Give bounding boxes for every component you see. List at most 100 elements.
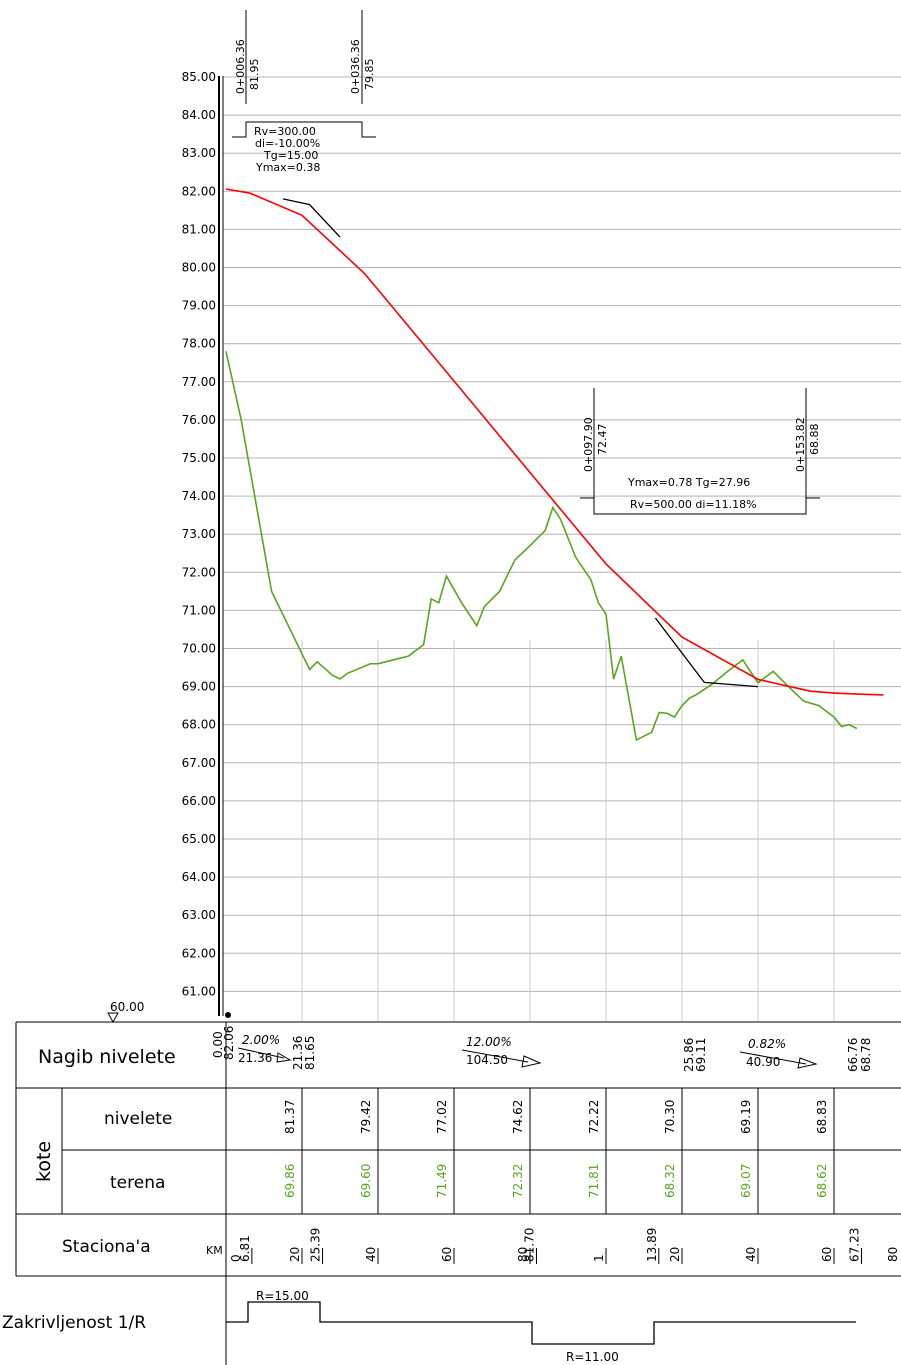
origin-dot [225, 1012, 231, 1018]
grade-line [225, 188, 884, 696]
station-mark: 25.39 [308, 1228, 322, 1262]
y-tick-label: 80.00 [182, 261, 216, 275]
terena-value: 68.32 [663, 1164, 677, 1198]
datum-label: 60.00 [110, 1000, 144, 1014]
pvi1-station: 0+006.36 [234, 39, 247, 94]
station-mark: 40 [364, 1247, 378, 1262]
y-tick-label: 65.00 [182, 832, 216, 846]
terena-value: 71.49 [435, 1164, 449, 1198]
nivelete-value: 70.30 [663, 1100, 677, 1134]
terena-value: 68.62 [815, 1164, 829, 1198]
table-cell-dividers [301, 1088, 835, 1214]
curve1-rv: Rv=300.00 [254, 125, 316, 138]
nagib-start-a: 0.00 [211, 1031, 225, 1058]
y-tick-label: 83.00 [182, 146, 216, 160]
nagib-end-a: 66.76 [846, 1038, 860, 1072]
y-tick-label: 85.00 [182, 70, 216, 84]
y-tick-label: 71.00 [182, 603, 216, 617]
row-label-kote: kote [33, 1141, 55, 1182]
nagib-pvi2-b: 69.11 [694, 1038, 708, 1072]
station-mark: 60 [820, 1247, 834, 1262]
curvature-line [226, 1301, 856, 1345]
row-label-terena: terena [110, 1173, 165, 1193]
nagib-pvi1-a: 21.36 [291, 1036, 305, 1070]
curve1-tg: Tg=15.00 [263, 149, 318, 162]
station-mark: 40 [744, 1247, 758, 1262]
nivelete-value: 72.22 [587, 1100, 601, 1134]
nagib-pvi1-b: 81.65 [303, 1036, 317, 1070]
grade2-arrow [461, 1049, 529, 1063]
y-tick-label: 68.00 [182, 718, 216, 732]
nagib-pvi2-a: 25.86 [682, 1038, 696, 1072]
terena-value: 69.07 [739, 1164, 753, 1198]
y-tick-label: 67.00 [182, 756, 216, 770]
datum-triangle-icon [107, 1012, 119, 1024]
curve2-bracket [580, 497, 820, 515]
profile-table [15, 1021, 901, 1365]
nivelete-values: 81.37 79.42 77.02 74.62 72.22 70.30 69.19 68.83 [283, 1100, 829, 1134]
curvature-r1: R=15.00 [256, 1289, 309, 1303]
grade3-percent: 0.82% [748, 1037, 786, 1051]
station-mark: 1 [592, 1254, 606, 1262]
row-label-nivelete: nivelete [104, 1109, 172, 1129]
curvature-r2: R=11.00 [566, 1350, 619, 1364]
nivelete-value: 68.83 [815, 1100, 829, 1134]
station-mark: 6.81 [238, 1235, 252, 1262]
terrain-line [225, 351, 858, 742]
row-label-stacionaza: Staciona'a [62, 1237, 151, 1257]
nivelete-value: 69.19 [739, 1100, 753, 1134]
pvi2-elevation: 79.85 [363, 59, 376, 91]
nagib-end-b: 68.78 [859, 1038, 873, 1072]
y-tick-label: 77.00 [182, 375, 216, 389]
station-mark: 67.23 [847, 1228, 861, 1262]
y-tick-label: 70.00 [182, 642, 216, 656]
grade2-percent: 12.00% [466, 1035, 512, 1049]
y-tick-label: 84.00 [182, 108, 216, 122]
grade1-arrowhead-icon [276, 1052, 292, 1063]
station-mark: 80 [886, 1247, 900, 1262]
y-tick-label: 82.00 [182, 184, 216, 198]
terena-value: 69.60 [359, 1164, 373, 1198]
pvi2-station: 0+036.36 [349, 39, 362, 94]
horizontal-grid [223, 76, 901, 992]
y-tick-label: 78.00 [182, 337, 216, 351]
y-tick-label: 64.00 [182, 870, 216, 884]
grade3-arrow [739, 1051, 807, 1065]
pvi3-station: 0+097.90 [582, 417, 595, 472]
y-tick-label: 61.00 [182, 984, 216, 998]
row-label-curvature: Zakrivljenost 1/R [2, 1313, 146, 1333]
station-mark: 20 [668, 1247, 682, 1262]
km-value: 0 [229, 1254, 243, 1262]
y-tick-label: 63.00 [182, 908, 216, 922]
y-tick-label: 72.00 [182, 565, 216, 579]
y-tick-label: 79.00 [182, 299, 216, 313]
y-tick-label: 75.00 [182, 451, 216, 465]
y-tick-labels: 85.00 84.00 83.00 82.00 81.00 80.00 79.00 78.00… [182, 70, 216, 998]
y-tick-label: 66.00 [182, 794, 216, 808]
grade1-percent: 2.00% [242, 1033, 280, 1047]
grade3-arrowhead-icon [797, 1057, 818, 1069]
nivelete-value: 74.62 [511, 1100, 525, 1134]
pvi4-station: 0+153.82 [794, 417, 807, 472]
y-tick-label: 69.00 [182, 680, 216, 694]
nagib-start-b: 82.06 [222, 1026, 236, 1060]
curve1-ymax: Ymax=0.38 [255, 161, 320, 174]
curve2-rv-di: Rv=500.00 di=11.18% [630, 498, 757, 511]
station-mark: 20 [288, 1247, 302, 1262]
terena-values: 69.86 69.60 71.49 72.32 71.81 68.32 69.07 68.62 [283, 1164, 829, 1198]
station-mark: 60 [440, 1247, 454, 1262]
curve1-bracket [232, 121, 376, 138]
terena-value: 71.81 [587, 1164, 601, 1198]
tangent-line-1 [282, 198, 341, 238]
grade3-length: 40.90 [746, 1055, 780, 1069]
pvi4-elevation: 68.88 [808, 424, 821, 456]
y-tick-label: 73.00 [182, 527, 216, 541]
station-mark: 13.89 [645, 1228, 659, 1262]
row-label-nagib: Nagib nivelete [38, 1046, 176, 1068]
grade1-arrow [237, 1047, 285, 1059]
terena-value: 69.86 [283, 1164, 297, 1198]
y-tick-label: 62.00 [182, 946, 216, 960]
nivelete-value: 79.42 [359, 1100, 373, 1134]
km-label: KM [206, 1244, 223, 1257]
